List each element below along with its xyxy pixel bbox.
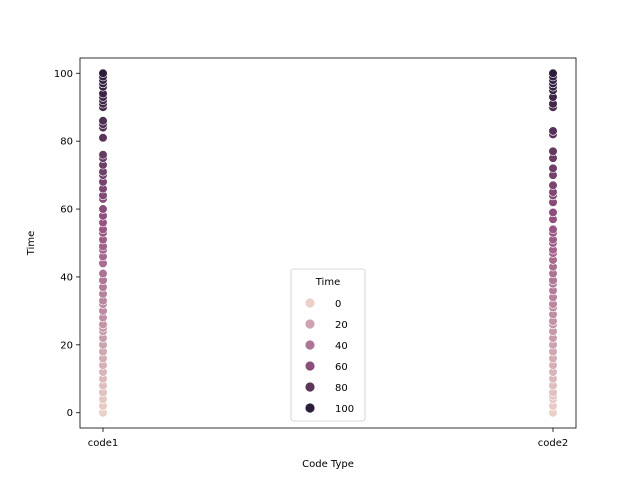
legend-label-60: 60	[335, 362, 348, 373]
data-point-code2-43	[548, 126, 558, 136]
data-point-code1-55	[98, 68, 108, 78]
legend-label-20: 20	[335, 320, 348, 331]
data-point-code2-33	[548, 207, 558, 218]
legend-marker-100	[305, 403, 315, 413]
legend-box	[290, 268, 366, 422]
legend-marker-0	[305, 298, 315, 308]
legend-marker-60	[305, 361, 315, 371]
legend-label-100: 100	[335, 404, 354, 415]
y-axis-label: Time	[26, 231, 37, 256]
y-tick-label-4: 80	[60, 137, 73, 148]
data-point-code2-31	[548, 224, 558, 235]
y-tick-label-2: 40	[60, 272, 73, 283]
legend-label-0: 0	[335, 299, 341, 310]
data-point-code2-37	[548, 180, 558, 190]
legend-label-80: 80	[335, 383, 348, 394]
data-point-code2-41	[548, 146, 558, 156]
legend-marker-80	[305, 382, 315, 392]
plot-frame	[79, 57, 577, 429]
data-point-code1-32	[98, 204, 108, 214]
y-tick-label-5: 100	[54, 69, 73, 80]
data-points	[98, 68, 558, 418]
y-tick-label-0: 0	[67, 408, 73, 419]
x-axis: code1 code2	[88, 428, 568, 449]
legend-label-40: 40	[335, 341, 348, 352]
data-point-code2-39	[548, 163, 558, 173]
x-tick-label-0: code1	[88, 438, 118, 449]
legend-marker-40	[305, 340, 315, 350]
y-axis: 0 20 40 60 80 100	[54, 69, 80, 419]
x-axis-label: Code Type	[302, 459, 354, 470]
y-tick-label-1: 20	[60, 340, 73, 351]
data-point-code2-52	[548, 68, 558, 78]
data-point-code1-22	[98, 268, 108, 279]
x-tick-label-1: code2	[538, 438, 568, 449]
data-point-code1-45	[98, 116, 108, 126]
legend: Time 0 20 40 60 80 100	[290, 268, 366, 422]
data-point-code1-41	[98, 150, 108, 160]
data-point-code1-42	[98, 133, 108, 143]
legend-title: Time	[315, 277, 340, 288]
legend-marker-20	[305, 319, 315, 329]
y-tick-label-3: 60	[60, 205, 73, 216]
